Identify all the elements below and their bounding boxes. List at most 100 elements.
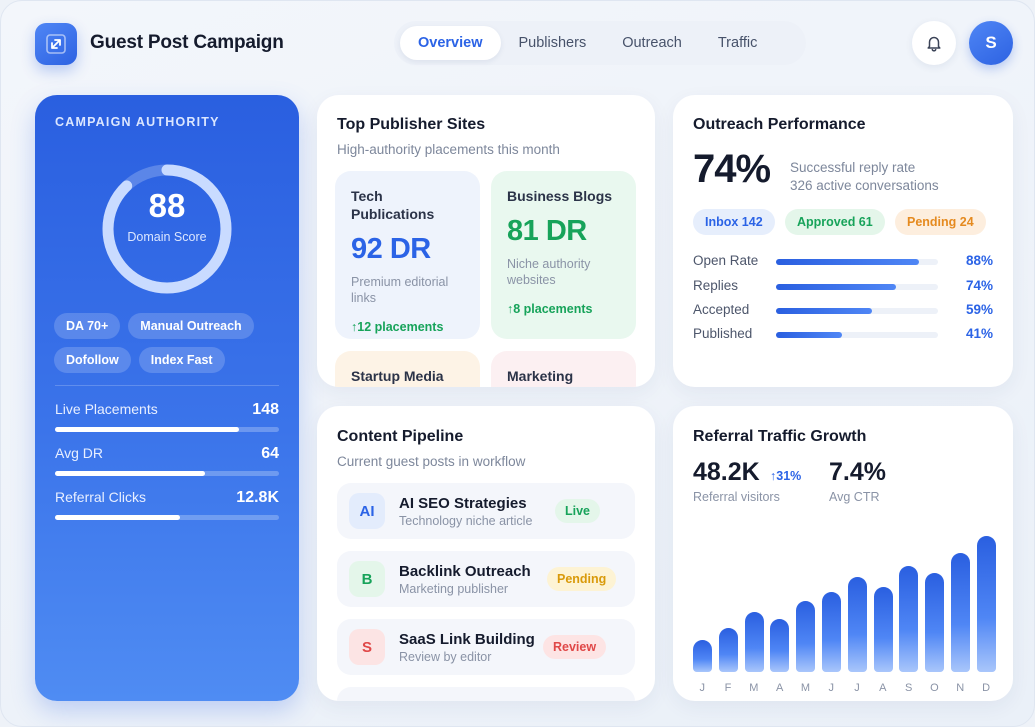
avg-ctr-label: Avg CTR	[829, 490, 880, 504]
month-tick-label: A	[775, 682, 784, 694]
traffic-bar-4[interactable]	[796, 600, 816, 672]
app-title: Guest Post Campaign	[90, 32, 284, 53]
traffic-bar-0[interactable]	[693, 640, 712, 672]
pipeline-item-title: Backlink Outreach	[399, 563, 531, 580]
perf-row-replies: Replies 74%	[693, 278, 993, 294]
publisher-sites-subtitle: High-authority placements this month	[337, 142, 560, 157]
publisher-dr: 81 DR	[507, 215, 587, 247]
perf-progress	[776, 308, 938, 314]
expand-arrows-icon	[46, 34, 66, 54]
reply-rate-value: 74%	[693, 147, 771, 191]
perf-value: 88%	[965, 253, 993, 268]
traffic-bar-8[interactable]	[899, 566, 919, 672]
traffic-title: Referral Traffic Growth	[693, 428, 867, 445]
app-logo[interactable]	[35, 23, 77, 65]
perf-label: Open Rate	[693, 253, 759, 268]
publisher-tile-business[interactable]: Business Blogs 81 DR Niche authority web…	[491, 171, 636, 339]
month-tick-label: O	[930, 682, 940, 694]
metric-referral-clicks: Referral Clicks 12.8K	[55, 489, 279, 520]
domain-score-label: Domain Score	[127, 230, 207, 244]
pipeline-item-sub: Marketing publisher	[399, 582, 509, 596]
nav-tabs: Overview Publishers Outreach Traffic	[394, 21, 806, 65]
pipeline-item[interactable]: S SaaS Link Building Review by editor Re…	[337, 619, 635, 675]
publisher-placements: ↑12 placements	[351, 320, 444, 334]
perf-progress	[776, 284, 938, 290]
pending-pill[interactable]: Pending 24	[895, 209, 986, 235]
traffic-bar-7[interactable]	[873, 587, 893, 672]
publisher-tile-startup[interactable]: Startup Media	[335, 351, 480, 387]
inbox-pill[interactable]: Inbox 142	[693, 209, 775, 235]
traffic-bar-3[interactable]	[770, 619, 790, 672]
article-initial-icon: B	[349, 561, 385, 597]
referral-visitors-delta: ↑31%	[770, 469, 802, 483]
tab-traffic[interactable]: Traffic	[717, 35, 758, 51]
publisher-desc: Premium editorial links	[351, 275, 449, 305]
traffic-bar-5[interactable]	[822, 591, 841, 672]
tab-publishers[interactable]: Publishers	[518, 35, 587, 51]
active-conversations: 326 active conversations	[790, 178, 939, 193]
month-tick-label: S	[904, 682, 913, 694]
pipeline-item-title: SaaS Link Building	[399, 631, 535, 648]
perf-label: Replies	[693, 278, 739, 293]
article-initial-icon: AI	[349, 493, 385, 529]
metric-progress-fill	[55, 427, 239, 432]
user-avatar[interactable]: S	[969, 21, 1013, 65]
publisher-tile-marketing[interactable]: Marketing	[491, 351, 636, 387]
chip-dofollow[interactable]: Dofollow	[54, 347, 131, 373]
metric-value: 12.8K	[236, 489, 279, 506]
perf-progress-fill	[776, 308, 872, 314]
month-tick-label: J	[828, 682, 835, 694]
month-tick-label: M	[800, 682, 811, 694]
metric-progress	[55, 515, 279, 520]
authority-title: CAMPAIGN AUTHORITY	[55, 115, 220, 129]
approved-pill[interactable]: Approved 61	[785, 209, 885, 235]
publisher-name: Tech Publications	[351, 188, 435, 222]
metric-label: Avg DR	[55, 445, 103, 461]
perf-progress	[776, 259, 938, 265]
perf-progress-fill	[776, 259, 919, 265]
pipeline-item[interactable]: AI AI SEO Strategies Technology niche ar…	[337, 483, 635, 539]
chip-index-fast[interactable]: Index Fast	[138, 347, 225, 373]
notifications-button[interactable]	[912, 21, 956, 65]
pipeline-item-title: AI SEO Strategies	[399, 495, 527, 512]
referral-visitors-value: 48.2K	[693, 458, 760, 486]
pipeline-item[interactable]: B Backlink Outreach Marketing publisher …	[337, 551, 635, 607]
chip-da[interactable]: DA 70+	[54, 313, 121, 339]
status-badge-live: Live	[555, 499, 601, 523]
perf-row-open-rate: Open Rate 88%	[693, 253, 993, 269]
month-tick-label: N	[956, 682, 965, 694]
referral-traffic-card: Referral Traffic Growth 48.2K ↑31% Refer…	[673, 406, 1013, 701]
perf-progress	[776, 332, 938, 338]
publisher-tile-tech[interactable]: Tech Publications 92 DR Premium editoria…	[335, 171, 480, 339]
month-tick-label: D	[982, 682, 991, 694]
traffic-bar-6[interactable]	[847, 577, 867, 672]
pipeline-item-sub: Review by editor	[399, 650, 492, 664]
perf-progress-fill	[776, 332, 843, 338]
traffic-bar-11[interactable]	[976, 536, 996, 672]
chip-manual-outreach[interactable]: Manual Outreach	[128, 313, 254, 339]
domain-score-gauge	[102, 164, 232, 294]
perf-label: Accepted	[693, 302, 750, 317]
traffic-bar-10[interactable]	[951, 553, 970, 672]
traffic-bar-2[interactable]	[744, 611, 764, 672]
traffic-bar-9[interactable]	[925, 572, 945, 672]
metric-avg-dr: Avg DR 64	[55, 445, 279, 476]
tab-outreach[interactable]: Outreach	[622, 35, 682, 51]
publisher-desc: Niche authority websites	[507, 257, 591, 287]
pipeline-item-sub: Technology niche article	[399, 514, 533, 528]
pipeline-item[interactable]	[337, 687, 635, 701]
authority-chips: DA 70+ Manual Outreach Dofollow Index Fa…	[54, 313, 284, 373]
metric-value: 64	[261, 445, 279, 462]
divider	[55, 385, 279, 386]
month-tick-label: A	[879, 682, 888, 694]
tab-overview[interactable]: Overview	[400, 26, 501, 60]
reply-rate-label: Successful reply rate	[790, 160, 916, 175]
article-initial-icon: S	[349, 629, 385, 665]
traffic-bar-1[interactable]	[718, 628, 738, 672]
bell-icon	[927, 36, 941, 52]
publisher-sites-title: Top Publisher Sites	[337, 116, 486, 133]
metric-progress	[55, 427, 279, 432]
reply-rate-details: Successful reply rate 326 active convers…	[790, 159, 939, 195]
